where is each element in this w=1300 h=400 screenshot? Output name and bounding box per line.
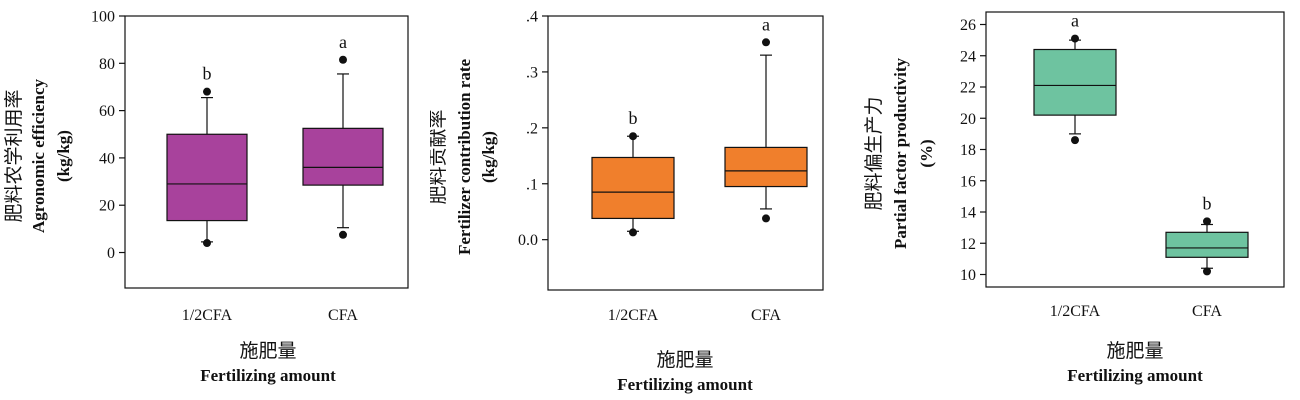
outlier-point [1071,136,1079,145]
x-axis-label-en: Fertilizing amount [617,375,753,394]
x-axis-label-en: Fertilizing amount [1067,366,1203,385]
outlier-point [203,239,211,248]
chart-partial-factor-productivity: 10 12 14 16 18 20 22 24 26 a 1/2CFA b CFA 肥料偏生产力 Parti… [863,11,1285,385]
iqr-box [1033,48,1117,116]
chart-panel-fertilizer-contribution: 0.0 .1 .2 .3 .4 b 1/2CFA a CFA 肥料贡献率 Fertilizer co… [430,0,850,400]
y-axis-label-cn: 肥料贡献率 [430,109,449,204]
outlier-point [629,228,637,237]
box-1-2cfa: a [1033,11,1117,145]
plot-frame [547,15,824,291]
y-tick-label: .2 [526,120,538,137]
outlier-point [762,38,770,47]
significance-letter: b [1203,193,1212,213]
x-category-label: CFA [1192,303,1222,320]
outlier-point [762,214,770,223]
y-tick-label: 12 [960,236,976,253]
y-tick-label: 24 [960,48,976,65]
y-tick-label: 100 [91,9,115,26]
x-category-label: CFA [751,307,781,324]
y-axis-label-unit: (kg/kg) [54,130,73,182]
y-axis-label-en: Agronomic efficiency [29,78,48,233]
iqr-box [302,127,384,186]
outlier-point [203,87,211,96]
x-category-label: 1/2CFA [182,307,233,324]
box-1-2cfa: b [166,64,248,248]
iqr-box [591,156,675,220]
y-tick-label: 16 [960,173,976,190]
y-tick-label: .3 [526,64,538,81]
box-cfa: b [1165,193,1249,276]
box-cfa: a [724,14,808,223]
significance-letter: a [762,14,770,34]
iqr-box [724,146,808,188]
box-cfa: a [302,32,384,239]
y-tick-label: 40 [99,150,115,167]
y-tick-label: 22 [960,80,976,97]
x-category-label: 1/2CFA [1050,303,1101,320]
y-axis-label-cn: 肥料农学利用率 [3,89,25,222]
y-tick-label: 60 [99,103,115,120]
y-tick-label: 80 [99,56,115,73]
outlier-point [1071,34,1079,43]
y-tick-label: .1 [526,176,538,193]
significance-letter: a [339,32,347,52]
plot-frame [124,15,409,289]
y-tick-label: 0 [107,245,115,262]
outlier-point [629,132,637,141]
x-axis-label-cn: 施肥量 [1106,340,1163,362]
outlier-point [1203,267,1211,276]
outlier-point [1203,217,1211,226]
box-1-2cfa: b [591,108,675,237]
y-axis-label-unit: (%) [917,139,936,167]
iqr-box [1165,231,1249,258]
x-axis-label-cn: 施肥量 [239,340,296,362]
iqr-box [166,133,248,222]
y-tick-label: 20 [99,198,115,215]
chart-fertilizer-contribution: 0.0 .1 .2 .3 .4 b 1/2CFA a CFA 肥料贡献率 Fertilizer co… [430,9,824,394]
y-tick-label: 0.0 [518,232,538,249]
y-axis-label-en: Partial factor productivity [891,57,910,249]
y-tick-label: 20 [960,111,976,128]
significance-letter: b [629,108,638,128]
x-axis-label-en: Fertilizing amount [200,366,336,385]
y-tick-label: .4 [526,9,538,26]
x-axis-label-cn: 施肥量 [656,349,713,371]
y-tick-label: 26 [960,17,976,34]
y-axis-label-cn: 肥料偏生产力 [863,96,885,210]
chart-panel-agronomic-efficiency: 0 20 40 60 80 100 b 1/2CFA a CFA 肥料农学利用率 Agronomic … [0,0,430,400]
chart-panel-partial-factor-productivity: 10 12 14 16 18 20 22 24 26 a 1/2CFA b CFA 肥料偏生产力 Parti… [850,0,1300,400]
outlier-point [339,55,347,64]
y-tick-label: 18 [960,142,976,159]
y-axis-label-unit: (kg/kg) [479,131,498,183]
x-category-label: 1/2CFA [608,307,659,324]
significance-letter: a [1071,11,1079,31]
significance-letter: b [203,64,212,84]
outlier-point [339,230,347,239]
x-category-label: CFA [328,307,358,324]
y-tick-label: 14 [960,205,976,222]
y-tick-label: 10 [960,267,976,284]
y-axis-label-en: Fertilizer contribution rate [455,59,474,256]
chart-agronomic-efficiency: 0 20 40 60 80 100 b 1/2CFA a CFA 肥料农学利用率 Agronomic … [3,9,409,385]
